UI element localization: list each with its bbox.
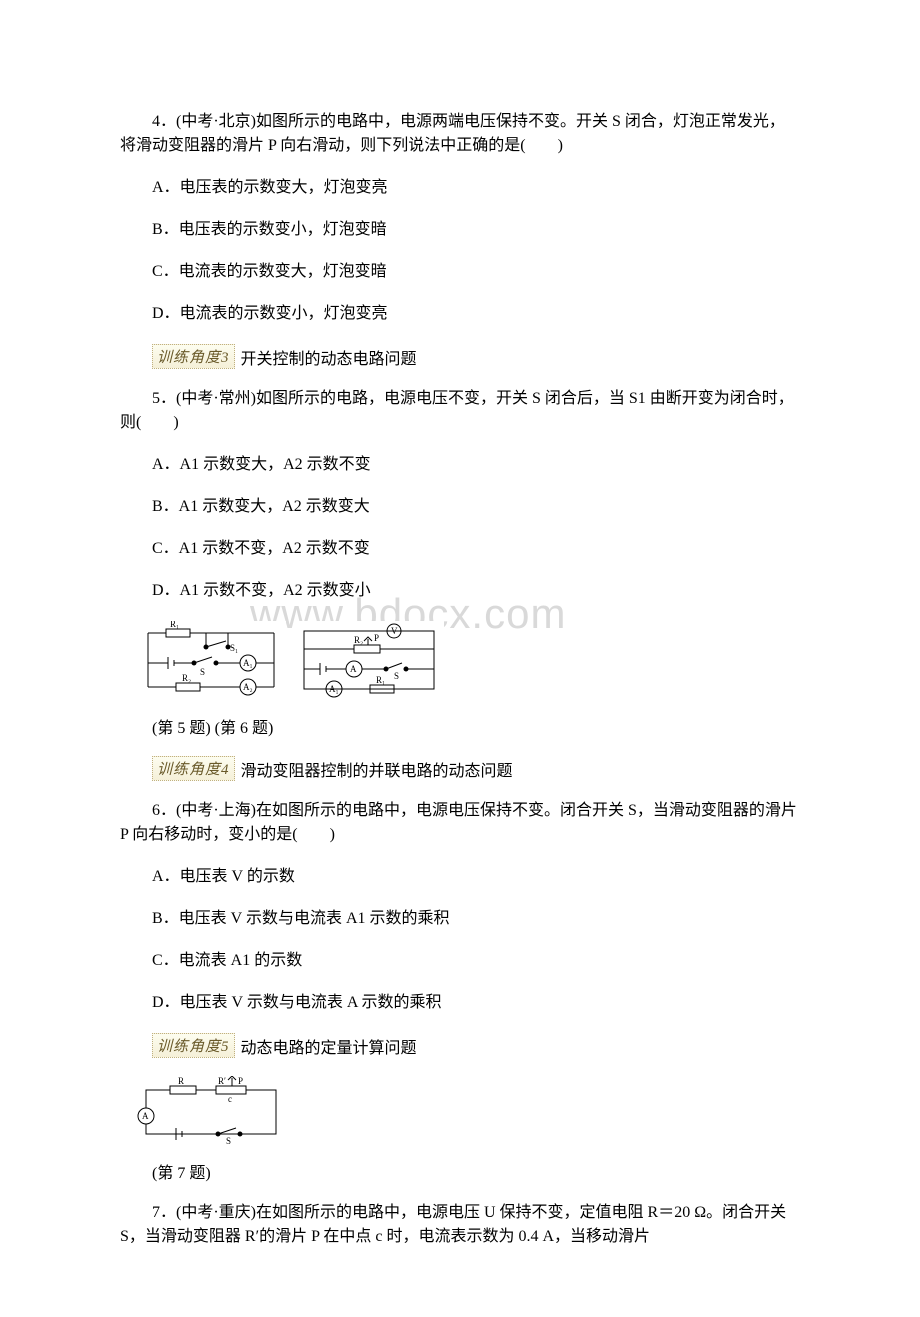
label-s: S xyxy=(200,667,205,677)
label-rprime: R′ xyxy=(218,1076,226,1086)
label-s-b: S xyxy=(394,671,399,681)
page-content: 4．(中考·北京)如图所示的电路中，电源两端电压保持不变。开关 S 闭合，灯泡正… xyxy=(120,110,800,1249)
label-r2-b: R₂ xyxy=(354,635,363,645)
label-s1: S₁ xyxy=(230,643,238,653)
caption-5-6: (第 5 题) (第 6 题) xyxy=(120,714,800,738)
label-a: A xyxy=(350,664,357,674)
label-a7: A xyxy=(142,1111,149,1121)
training-badge-3: 训练角度3 xyxy=(152,344,235,369)
training-angle-4: 训练角度4 滑动变阻器控制的并联电路的动态问题 xyxy=(120,756,800,781)
diagram-row-7: R R′ P c A S xyxy=(120,1076,800,1149)
label-r1-b: R₁ xyxy=(376,675,385,685)
q4-stem: 4．(中考·北京)如图所示的电路中，电源两端电压保持不变。开关 S 闭合，灯泡正… xyxy=(120,110,800,158)
label-a1-b: A₁ xyxy=(329,684,339,694)
q6-option-a: A．电压表 V 的示数 xyxy=(120,865,800,889)
training-text-5: 动态电路的定量计算问题 xyxy=(241,1034,417,1058)
label-a1: A₁ xyxy=(243,658,253,668)
training-text-3: 开关控制的动态电路问题 xyxy=(241,345,417,369)
circuit-diagram-q7: R R′ P c A S xyxy=(136,1076,286,1149)
q6-option-b: B．电压表 V 示数与电流表 A1 示数的乘积 xyxy=(120,907,800,931)
label-a2: A₂ xyxy=(243,682,253,692)
training-angle-5: 训练角度5 动态电路的定量计算问题 xyxy=(120,1033,800,1058)
q6-option-c: C．电流表 A1 的示数 xyxy=(120,949,800,973)
label-r1: R₁ xyxy=(170,621,179,629)
q6-stem: 6．(中考·上海)在如图所示的电路中，电源电压保持不变。闭合开关 S，当滑动变阻… xyxy=(120,799,800,847)
q4-option-d: D．电流表的示数变小，灯泡变亮 xyxy=(120,302,800,326)
q5-option-a: A．A1 示数变大，A2 示数不变 xyxy=(120,453,800,477)
label-v: V xyxy=(391,626,398,636)
q5-option-d: D．A1 示数不变，A2 示数变小 xyxy=(120,579,800,603)
label-p7: P xyxy=(238,1076,243,1086)
label-r2: R₂ xyxy=(182,673,191,683)
q5-option-c: C．A1 示数不变，A2 示数不变 xyxy=(120,537,800,561)
circuit-diagram-q5: R₁ S₁ S R₂ A₁ A₂ xyxy=(136,621,286,704)
label-s7: S xyxy=(226,1136,231,1144)
training-text-4: 滑动变阻器控制的并联电路的动态问题 xyxy=(241,757,513,781)
q7-stem: 7．(中考·重庆)在如图所示的电路中，电源电压 U 保持不变，定值电阻 R＝20… xyxy=(120,1201,800,1249)
label-c: c xyxy=(228,1094,232,1104)
q5-option-b: B．A1 示数变大，A2 示数变大 xyxy=(120,495,800,519)
q6-option-d: D．电压表 V 示数与电流表 A 示数的乘积 xyxy=(120,991,800,1015)
q5-stem: 5．(中考·常州)如图所示的电路，电源电压不变，开关 S 闭合后，当 S1 由断… xyxy=(120,387,800,435)
label-p: P xyxy=(374,633,379,643)
training-angle-3: 训练角度3 开关控制的动态电路问题 xyxy=(120,344,800,369)
q4-option-a: A．电压表的示数变大，灯泡变亮 xyxy=(120,176,800,200)
training-badge-5: 训练角度5 xyxy=(152,1033,235,1058)
circuit-diagram-q6: V R₂ P S A A₁ R₁ xyxy=(294,621,444,704)
q4-option-b: B．电压表的示数变小，灯泡变暗 xyxy=(120,218,800,242)
caption-7: (第 7 题) xyxy=(120,1159,800,1183)
diagram-row-5-6: R₁ S₁ S R₂ A₁ A₂ xyxy=(120,621,800,704)
training-badge-4: 训练角度4 xyxy=(152,756,235,781)
q4-option-c: C．电流表的示数变大，灯泡变暗 xyxy=(120,260,800,284)
label-r: R xyxy=(178,1076,184,1086)
